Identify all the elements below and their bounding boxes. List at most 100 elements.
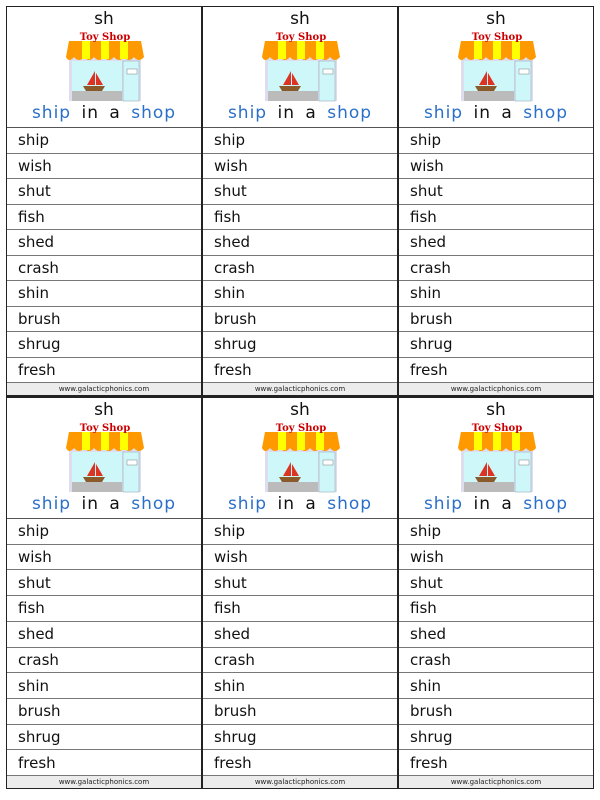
phrase-segment: ship	[423, 494, 464, 514]
word-row: shed	[399, 230, 593, 256]
word-row: ship	[7, 128, 201, 154]
phrase-segment: in a	[71, 494, 132, 514]
key-phrase: ship in a shop	[203, 494, 397, 514]
phrase-segment: ship	[227, 103, 268, 123]
phrase-segment: shop	[131, 494, 177, 514]
word-text: shrug	[410, 335, 453, 354]
key-phrase: ship in a shop	[399, 103, 593, 123]
word-text: wish	[410, 156, 444, 175]
website-footer: www.galacticphonics.com	[399, 775, 593, 788]
card-header: sh Toy Shop ship in a shop	[7, 398, 201, 519]
phonics-card: sh Toy Shop ship in a shop ship wish shut f…	[398, 396, 594, 789]
word-row: shed	[399, 622, 593, 648]
word-text: shin	[214, 676, 245, 695]
word-row: ship	[399, 128, 593, 154]
word-list: ship wish shut fish shed crash shin brush shrug f…	[7, 128, 201, 382]
word-text: wish	[410, 548, 444, 567]
word-row: shin	[399, 673, 593, 699]
word-row: shed	[203, 230, 397, 256]
phrase-segment: in a	[463, 103, 524, 123]
word-text: shut	[410, 182, 443, 201]
phrase-segment: in a	[267, 103, 328, 123]
card-header: sh Toy Shop ship in a shop	[399, 7, 593, 128]
word-row: shin	[399, 281, 593, 307]
word-text: shrug	[410, 727, 453, 746]
word-text: shin	[18, 676, 49, 695]
word-text: ship	[410, 131, 442, 150]
word-text: fish	[410, 207, 437, 226]
word-text: brush	[214, 309, 257, 328]
word-row: shin	[7, 673, 201, 699]
word-row: shut	[203, 570, 397, 597]
word-text: shut	[214, 182, 247, 201]
word-row: brush	[203, 699, 397, 725]
word-text: shut	[18, 573, 51, 592]
word-row: shrug	[399, 332, 593, 358]
phonics-card: sh Toy Shop ship in a shop ship wish shut f…	[6, 396, 202, 789]
word-text: shrug	[18, 727, 61, 746]
phrase-segment: shop	[327, 103, 373, 123]
word-text: crash	[214, 258, 255, 277]
phrase-segment: shop	[327, 494, 373, 514]
card-header: sh Toy Shop ship in a shop	[203, 398, 397, 519]
word-row: shin	[7, 281, 201, 307]
word-text: fresh	[18, 753, 56, 772]
website-footer: www.galacticphonics.com	[7, 775, 201, 788]
word-row: ship	[399, 519, 593, 545]
phrase-segment: ship	[423, 103, 464, 123]
phrase-segment: shop	[523, 494, 569, 514]
word-text: fish	[214, 599, 241, 618]
word-text: crash	[410, 650, 451, 669]
word-text: shrug	[214, 727, 257, 746]
word-row: fish	[7, 205, 201, 230]
word-row: fish	[399, 596, 593, 622]
word-text: fresh	[214, 753, 252, 772]
word-text: wish	[214, 548, 248, 567]
word-row: brush	[7, 307, 201, 332]
word-text: ship	[214, 522, 246, 541]
word-text: crash	[214, 650, 255, 669]
word-text: shed	[214, 625, 251, 644]
word-row: crash	[203, 256, 397, 281]
word-row: shrug	[203, 332, 397, 358]
website-footer: www.galacticphonics.com	[203, 382, 397, 395]
word-text: shin	[410, 676, 441, 695]
word-text: brush	[214, 702, 257, 721]
word-row: shin	[203, 673, 397, 699]
key-phrase: ship in a shop	[203, 103, 397, 123]
word-text: crash	[410, 258, 451, 277]
word-row: shut	[203, 179, 397, 205]
word-row: shed	[7, 230, 201, 256]
word-row: crash	[7, 648, 201, 674]
word-text: brush	[410, 309, 453, 328]
word-text: shed	[18, 233, 55, 252]
word-row: shrug	[203, 725, 397, 751]
word-text: shed	[410, 233, 447, 252]
phonics-card: sh Toy Shop ship in a shop ship wish shut f…	[202, 396, 398, 789]
phrase-segment: ship	[31, 103, 72, 123]
website-footer: www.galacticphonics.com	[399, 382, 593, 395]
word-row: shrug	[7, 725, 201, 751]
phrase-segment: shop	[131, 103, 177, 123]
word-text: ship	[410, 522, 442, 541]
word-row: shin	[203, 281, 397, 307]
website-footer: www.galacticphonics.com	[7, 382, 201, 395]
word-row: ship	[203, 519, 397, 545]
word-row: fish	[399, 205, 593, 230]
word-row: wish	[7, 545, 201, 571]
word-text: fish	[18, 207, 45, 226]
word-text: shut	[214, 573, 247, 592]
word-row: brush	[7, 699, 201, 725]
shop-sign: Toy Shop	[472, 32, 522, 43]
word-text: brush	[410, 702, 453, 721]
toy-shop-icon: Toy Shop	[66, 32, 144, 102]
word-text: shed	[18, 625, 55, 644]
word-row: brush	[399, 699, 593, 725]
sound-label: sh	[94, 9, 114, 29]
word-row: ship	[7, 519, 201, 545]
shop-sign: Toy Shop	[472, 423, 522, 434]
word-list: ship wish shut fish shed crash shin brush shrug f…	[203, 519, 397, 775]
word-row: brush	[203, 307, 397, 332]
word-text: crash	[18, 258, 59, 277]
word-row: shed	[7, 622, 201, 648]
